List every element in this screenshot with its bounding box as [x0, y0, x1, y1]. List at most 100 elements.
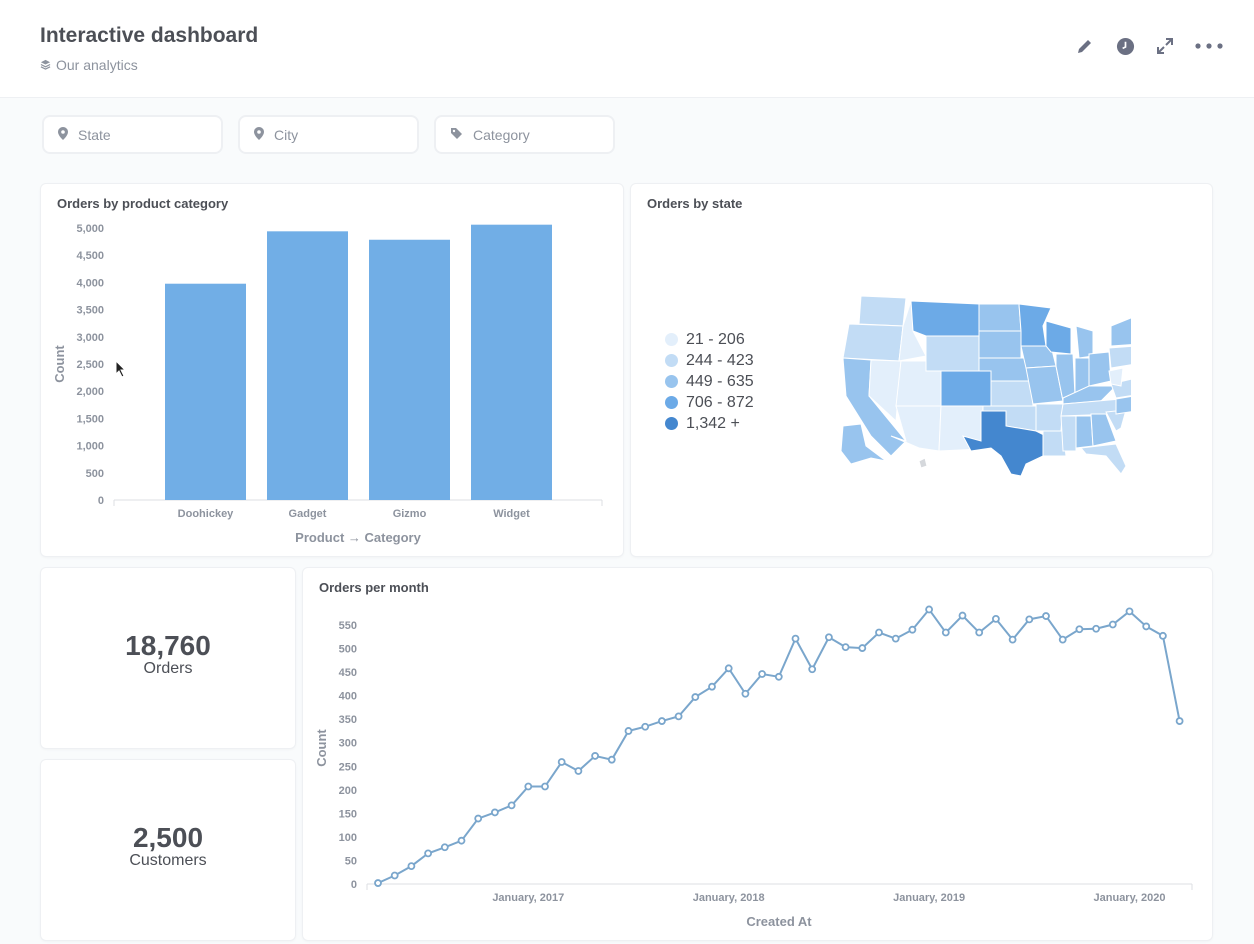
- state-kentucky[interactable]: [1062, 385, 1118, 405]
- bar-gadget: [267, 231, 348, 500]
- data-point: [758, 670, 767, 678]
- state-ohio[interactable]: [1088, 351, 1112, 387]
- y-tick-label: 250: [339, 761, 357, 773]
- state-west-virginia[interactable]: [1108, 367, 1124, 387]
- data-point: [958, 611, 967, 620]
- state-texas[interactable]: [962, 410, 1047, 476]
- state-alabama[interactable]: [1075, 415, 1094, 449]
- edit-icon[interactable]: [1074, 34, 1096, 58]
- y-tick-label: 150: [339, 808, 357, 820]
- y-axis-label: Count: [52, 345, 67, 383]
- data-point: [474, 814, 483, 823]
- x-tick-label: January, 2018: [693, 892, 765, 904]
- data-point: [440, 843, 449, 852]
- state-montana[interactable]: [910, 300, 980, 337]
- location-pin-icon: [58, 126, 68, 143]
- legend-label: 449 - 635: [686, 372, 754, 390]
- data-point: [390, 871, 399, 880]
- data-point: [490, 808, 499, 817]
- y-axis-label: Count: [314, 729, 329, 767]
- state-georgia[interactable]: [1090, 413, 1117, 447]
- state-new-york[interactable]: [1110, 316, 1131, 347]
- data-point: [1108, 620, 1117, 629]
- state-wyoming[interactable]: [925, 335, 980, 372]
- state-south-dakota[interactable]: [978, 330, 1022, 359]
- data-point: [1142, 622, 1151, 631]
- card-orders-count[interactable]: 18,760 Orders: [40, 567, 296, 749]
- filter-state[interactable]: State: [42, 115, 223, 154]
- y-tick-label: 450: [339, 667, 357, 679]
- legend-item: 706 - 872: [665, 392, 754, 413]
- state-nevada[interactable]: [868, 359, 902, 423]
- state-hawaii[interactable]: [918, 457, 928, 469]
- tag-icon: [450, 127, 463, 143]
- card-orders-by-category[interactable]: Orders by product category 0 500 1,000 1,50…: [40, 183, 624, 557]
- legend-item: 244 - 423: [665, 350, 754, 371]
- legend-swatch: [665, 354, 678, 367]
- y-tick-label: 2,000: [76, 386, 104, 398]
- state-michigan[interactable]: [1075, 325, 1094, 359]
- data-point: [657, 717, 666, 725]
- fullscreen-icon[interactable]: [1154, 34, 1176, 58]
- state-washington[interactable]: [858, 295, 907, 327]
- data-point: [724, 664, 733, 673]
- data-point: [1159, 631, 1167, 640]
- line-chart: 0 50 100 150 200 250 300 350 400 450 500 550 January…: [314, 605, 1193, 929]
- filter-city[interactable]: City: [238, 115, 419, 154]
- state-florida[interactable]: [1080, 443, 1127, 475]
- data-point: [992, 614, 1000, 623]
- history-icon[interactable]: [1114, 34, 1136, 58]
- data-point: [791, 634, 800, 643]
- filter-category[interactable]: Category: [434, 115, 615, 154]
- y-tick-label: 0: [98, 495, 104, 507]
- data-point: [524, 782, 533, 791]
- state-pennsylvania[interactable]: [1108, 345, 1131, 369]
- dashboard-header: Interactive dashboard Our analytics: [0, 0, 1254, 98]
- data-point: [1175, 717, 1184, 725]
- legend-swatch: [665, 375, 678, 388]
- bar-gizmo: [369, 239, 450, 500]
- state-alaska[interactable]: [840, 423, 887, 465]
- legend-item: 1,342 +: [665, 413, 754, 434]
- data-point: [607, 755, 616, 764]
- y-tick-label: 3,500: [76, 305, 104, 317]
- y-tick-label: 5,000: [76, 223, 104, 235]
- more-icon[interactable]: [1194, 34, 1224, 58]
- card-orders-per-month[interactable]: Orders per month 0 50 100 150 200 250 300 350 40…: [302, 567, 1213, 941]
- x-tick-label: Widget: [493, 508, 530, 520]
- y-tick-label: 1,500: [76, 413, 104, 425]
- x-tick-label: January, 2017: [492, 892, 564, 904]
- y-tick-label: 50: [345, 855, 357, 867]
- data-point: [1075, 625, 1084, 634]
- collection-link[interactable]: Our analytics: [40, 57, 138, 73]
- state-north-dakota[interactable]: [978, 303, 1022, 332]
- card-orders-by-state[interactable]: Orders by state 21 - 206 244 - 423 449 - 6…: [630, 183, 1213, 557]
- data-point: [858, 644, 867, 652]
- data-point: [708, 682, 716, 691]
- state-kansas[interactable]: [990, 380, 1034, 407]
- data-point: [741, 689, 750, 698]
- state-arkansas[interactable]: [1035, 403, 1064, 432]
- data-point: [424, 849, 432, 858]
- y-tick-label: 500: [86, 468, 104, 480]
- state-wisconsin[interactable]: [1045, 320, 1072, 355]
- data-point: [1025, 615, 1034, 624]
- scalar-label: Customers: [129, 852, 207, 869]
- data-point: [841, 643, 850, 652]
- card-customers-count[interactable]: 2,500 Customers: [40, 759, 296, 941]
- state-north-carolina[interactable]: [1115, 394, 1131, 415]
- map-legend: 21 - 206 244 - 423 449 - 635 706 - 872 1,342…: [665, 329, 754, 434]
- state-colorado[interactable]: [940, 370, 992, 407]
- y-tick-label: 1,000: [76, 441, 104, 453]
- x-tick-label: Gadget: [289, 508, 327, 520]
- data-point: [875, 628, 883, 637]
- state-mississippi[interactable]: [1060, 415, 1077, 452]
- state-louisiana[interactable]: [1042, 430, 1067, 457]
- x-tick-label: January, 2020: [1094, 892, 1166, 904]
- filter-label: City: [274, 126, 299, 143]
- data-point: [774, 672, 783, 681]
- y-tick-label: 500: [339, 644, 357, 656]
- x-axis-label: Created At: [746, 914, 812, 929]
- y-tick-label: 100: [339, 832, 357, 844]
- state-oregon[interactable]: [842, 323, 904, 362]
